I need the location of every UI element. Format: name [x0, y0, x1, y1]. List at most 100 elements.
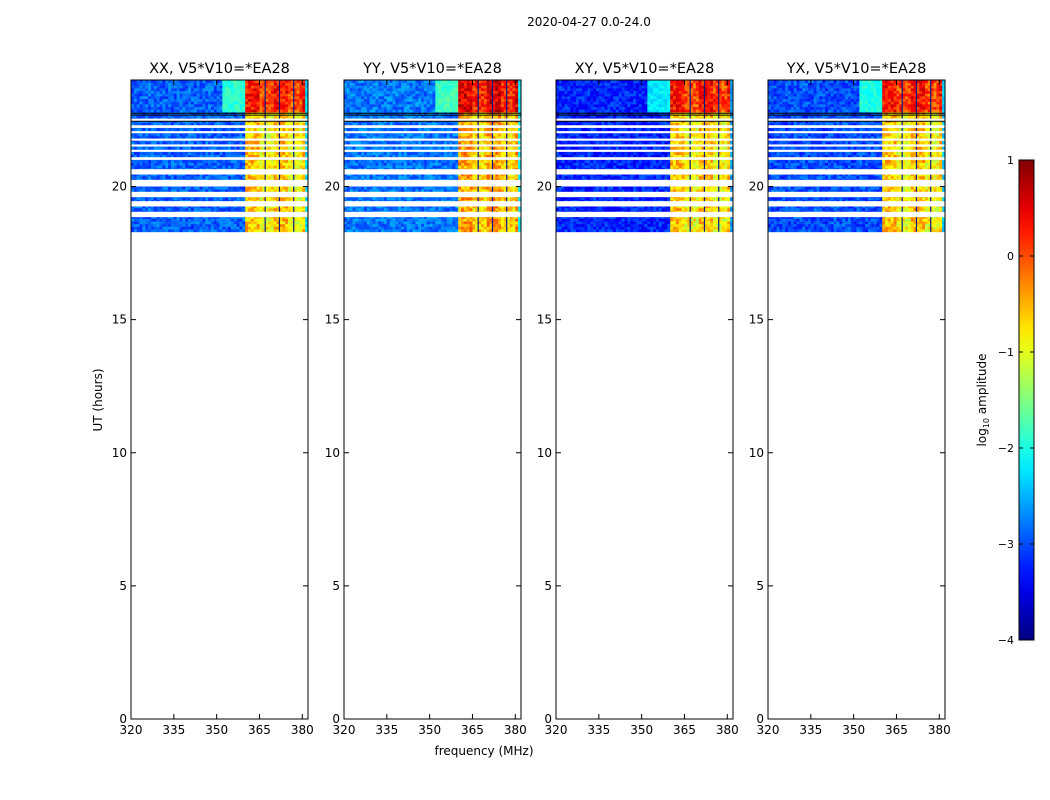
- heatmap-cell: [265, 175, 269, 179]
- heatmap-cell: [196, 218, 200, 222]
- heatmap-cell: [170, 141, 175, 145]
- heatmap-cell: [173, 173, 178, 177]
- heatmap-cell: [302, 189, 306, 193]
- heatmap-cell: [273, 93, 277, 97]
- flagged-row: [131, 138, 308, 141]
- heatmap-cell: [273, 114, 277, 118]
- heatmap-cell: [375, 175, 379, 179]
- heatmap-cell: [213, 141, 218, 145]
- heatmap-cell: [305, 175, 309, 179]
- heatmap-cell: [185, 85, 189, 89]
- heatmap-cell: [150, 141, 155, 145]
- heatmap-cell: [299, 226, 303, 230]
- heatmap-cell: [478, 189, 482, 193]
- heatmap-cell: [363, 223, 368, 227]
- heatmap-cell: [406, 218, 411, 222]
- heatmap-cell: [196, 197, 200, 201]
- heatmap-cell: [208, 229, 212, 233]
- heatmap-cell: [288, 162, 292, 166]
- heatmap-cell: [199, 175, 203, 179]
- heatmap-cell: [273, 87, 277, 92]
- heatmap-cell: [268, 165, 272, 169]
- heatmap-cell: [253, 122, 258, 126]
- heatmap-cell: [228, 98, 232, 102]
- heatmap-cell: [173, 146, 178, 150]
- heatmap-cell: [176, 103, 180, 108]
- heatmap-cell: [458, 221, 462, 225]
- heatmap-cell: [242, 165, 246, 169]
- heatmap-cell: [193, 165, 198, 169]
- heatmap-cell: [299, 93, 303, 97]
- heatmap-cell: [193, 159, 198, 163]
- heatmap-cell: [199, 95, 203, 100]
- heatmap-cell: [205, 189, 209, 193]
- heatmap-cell: [265, 154, 269, 158]
- heatmap-cell: [438, 189, 442, 193]
- heatmap-cell: [245, 95, 249, 100]
- heatmap-cell: [153, 80, 158, 84]
- heatmap-cell: [270, 159, 275, 163]
- heatmap-cell: [245, 103, 249, 108]
- heatmap-cell: [159, 205, 163, 209]
- heatmap-cell: [270, 229, 275, 233]
- heatmap-cell: [472, 173, 476, 177]
- heatmap-cell: [256, 205, 260, 209]
- heatmap-cell: [176, 151, 180, 155]
- heatmap-cell: [253, 85, 258, 89]
- heatmap-cell: [225, 106, 229, 110]
- heatmap-cell: [233, 165, 238, 169]
- heatmap-cell: [250, 151, 255, 155]
- heatmap-cell: [156, 109, 160, 113]
- heatmap-cell: [421, 197, 425, 201]
- heatmap-cell: [153, 122, 158, 126]
- heatmap-cell: [173, 98, 178, 102]
- heatmap-cell: [358, 218, 362, 222]
- heatmap-cell: [302, 101, 306, 105]
- heatmap-cell: [179, 151, 183, 155]
- heatmap-cell: [452, 173, 456, 177]
- heatmap-cell: [145, 93, 149, 97]
- heatmap-cell: [205, 87, 209, 92]
- heatmap-cell: [219, 101, 223, 105]
- heatmap-cell: [458, 189, 462, 193]
- heatmap-cell: [426, 205, 431, 209]
- x-tick-label: 365: [248, 723, 271, 737]
- heatmap-cell: [481, 197, 485, 201]
- heatmap-cell: [188, 205, 192, 209]
- heatmap-cell: [222, 82, 226, 86]
- heatmap-cell: [463, 207, 468, 211]
- heatmap-cell: [188, 189, 192, 193]
- heatmap-cell: [245, 215, 249, 219]
- heatmap-cell: [213, 101, 218, 105]
- heatmap-cell: [210, 90, 215, 94]
- heatmap-cell: [179, 95, 183, 100]
- heatmap-cell: [150, 114, 155, 118]
- heatmap-cell: [262, 159, 266, 163]
- heatmap-cell: [179, 229, 183, 233]
- heatmap-cell: [475, 218, 479, 222]
- heatmap-cell: [383, 229, 388, 233]
- heatmap-cell: [222, 141, 226, 145]
- heatmap-cell: [349, 207, 353, 211]
- heatmap-cell: [222, 218, 226, 222]
- heatmap-cell: [165, 90, 169, 94]
- heatmap-cell: [208, 162, 212, 166]
- heatmap-cell: [193, 93, 198, 97]
- heatmap-cell: [279, 98, 283, 102]
- heatmap-cell: [403, 207, 408, 211]
- heatmap-cell: [250, 127, 255, 131]
- heatmap-cell: [253, 223, 258, 227]
- heatmap-cell: [233, 135, 238, 139]
- heatmap-cell: [216, 85, 220, 89]
- heatmap-cell: [498, 175, 502, 179]
- heatmap-cell: [299, 223, 303, 227]
- heatmap-cell: [403, 223, 408, 227]
- heatmap-cell: [225, 103, 229, 108]
- heatmap-cell: [475, 229, 479, 233]
- heatmap-cell: [131, 106, 135, 110]
- heatmap-cell: [185, 221, 189, 225]
- heatmap-cell: [145, 122, 149, 126]
- heatmap-cell: [253, 229, 258, 233]
- heatmap-cell: [441, 215, 445, 219]
- heatmap-cell: [182, 173, 186, 177]
